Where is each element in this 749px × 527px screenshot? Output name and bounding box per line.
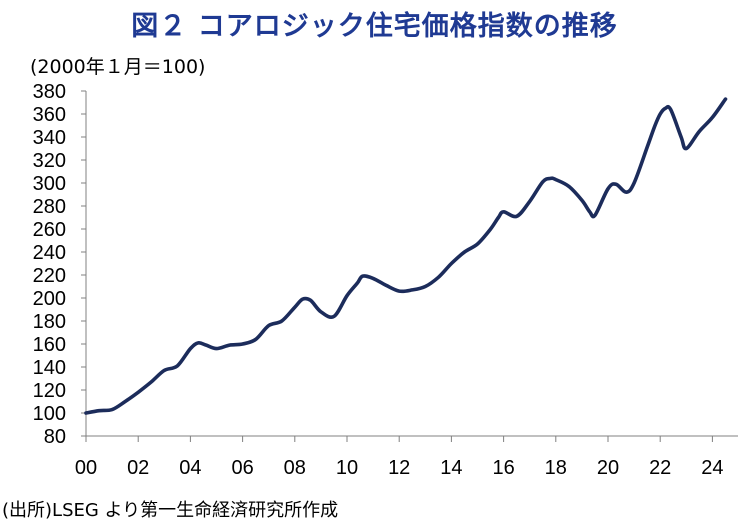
x-tick-labels: 00 02 04 06 08 10 12 14 16 18 20 22 24 [75, 436, 724, 479]
y-tick-label: 300 [33, 173, 66, 195]
y-tick-label: 120 [33, 380, 66, 402]
x-tick-label: 12 [388, 457, 410, 479]
x-tick-label: 04 [179, 457, 201, 479]
y-tick-label: 340 [33, 127, 66, 149]
series-group [84, 97, 728, 415]
chart-axes [85, 91, 738, 437]
x-tick-label: 02 [127, 457, 149, 479]
y-tick-label: 380 [33, 81, 66, 103]
x-tick-label: 06 [231, 457, 253, 479]
y-tick-label: 200 [33, 288, 66, 310]
series-line [84, 97, 728, 415]
x-tick-label: 20 [597, 457, 619, 479]
source-note: (出所)LSEG より第一生命経済研究所作成 [2, 500, 339, 521]
y-tick-label: 260 [33, 219, 66, 241]
x-tick-label: 22 [649, 457, 671, 479]
y-tick-label: 180 [33, 311, 66, 333]
chart-title: 図２ コアロジック住宅価格指数の推移 [131, 11, 618, 42]
x-tick-label: 16 [492, 457, 514, 479]
y-tick-labels: 8010012014016018020022024026028030032034… [33, 81, 86, 448]
y-tick-label: 140 [33, 357, 66, 379]
x-tick-label: 08 [284, 457, 306, 479]
y-tick-label: 220 [33, 265, 66, 287]
y-tick-label: 160 [33, 334, 66, 356]
x-tick-label: 18 [545, 457, 567, 479]
x-tick-label: 14 [440, 457, 462, 479]
y-tick-label: 100 [33, 403, 66, 425]
y-tick-label: 240 [33, 242, 66, 264]
x-tick-label: 00 [75, 457, 97, 479]
y-tick-label: 280 [33, 196, 66, 218]
y-tick-label: 320 [33, 150, 66, 172]
y-axis-unit-label: (2000年１月＝100) [30, 56, 206, 78]
x-tick-label: 24 [701, 457, 723, 479]
x-tick-label: 10 [336, 457, 358, 479]
y-tick-label: 360 [33, 104, 66, 126]
y-tick-label: 80 [44, 426, 66, 448]
